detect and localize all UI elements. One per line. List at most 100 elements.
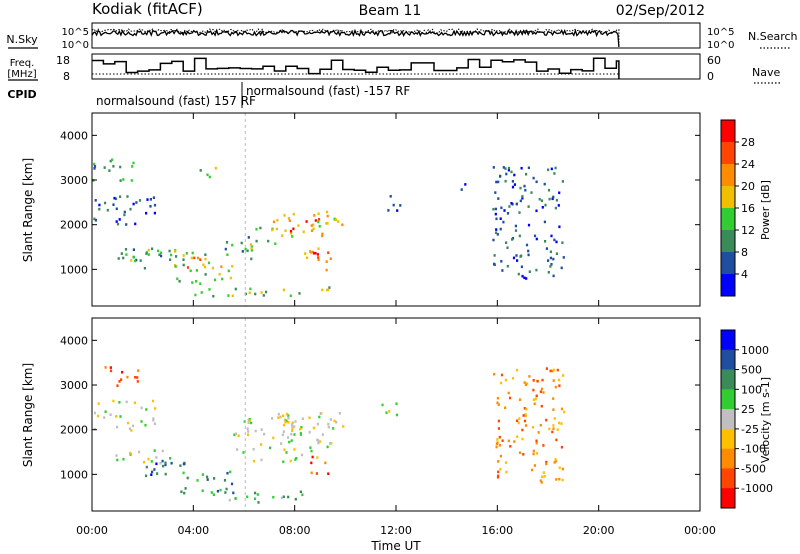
power-cell <box>561 241 564 244</box>
velocity-colorbar-cells <box>721 330 735 509</box>
velocity-cell <box>496 396 499 400</box>
power-cell <box>132 248 135 251</box>
velocity-cell <box>299 432 302 435</box>
velocity-cell <box>318 440 321 443</box>
velocity-cell <box>115 454 118 457</box>
power-cell <box>399 204 402 207</box>
velocity-cell <box>504 406 507 410</box>
power-cell <box>106 208 109 212</box>
power-cell <box>118 218 121 221</box>
velocity-cell <box>280 496 283 500</box>
nsearch-series-line <box>91 28 620 47</box>
x-tick-label: 00:00 <box>684 524 716 537</box>
power-cell <box>159 251 163 255</box>
power-cell <box>552 195 555 199</box>
freq-series-line <box>92 57 620 79</box>
velocity-cell <box>147 457 150 461</box>
power-cell <box>325 260 328 263</box>
velocity-cell <box>206 475 209 479</box>
velocity-cell <box>521 437 524 441</box>
power-cell <box>309 250 312 253</box>
colorbar-tick-label: 16 <box>741 202 755 215</box>
power-cell <box>93 165 97 168</box>
velocity-cell <box>282 495 285 499</box>
velocity-cell <box>535 441 538 445</box>
power-cell <box>328 286 331 289</box>
power-cell <box>555 198 558 202</box>
power-cell <box>185 252 188 255</box>
nsearch-label: N.Search <box>748 30 798 43</box>
power-cell <box>519 255 522 258</box>
velocity-cell <box>558 477 561 481</box>
power-cell <box>255 239 258 243</box>
velocity-cell <box>219 488 222 492</box>
power-cell <box>326 214 329 218</box>
velocity-cell <box>151 399 155 403</box>
y-tick-label: 2000 <box>60 424 88 437</box>
colorbar-tick-label: 500 <box>741 364 762 377</box>
power-cell <box>511 180 514 183</box>
power-cell <box>125 223 128 226</box>
power-cell <box>494 212 497 216</box>
power-cell <box>149 205 152 208</box>
velocity-cell <box>230 482 234 486</box>
velocity-cell <box>236 448 239 451</box>
velocity-cell <box>524 383 527 387</box>
velocity-cell <box>548 427 551 431</box>
power-cell <box>497 180 500 184</box>
velocity-cell <box>499 454 502 458</box>
power-cell <box>247 236 250 239</box>
velocity-cell <box>294 420 297 423</box>
power-cell <box>244 292 247 296</box>
velocity-cell <box>310 449 313 453</box>
velocity-cell <box>263 432 266 436</box>
date-title: 02/Sep/2012 <box>616 3 705 19</box>
velocity-cell <box>153 468 156 471</box>
colorbar-tick-label: 28 <box>741 136 755 149</box>
y-tick-label: 4000 <box>60 334 88 347</box>
power-cell <box>287 217 291 220</box>
velocity-cell <box>286 436 290 439</box>
velocity-cell <box>525 407 528 411</box>
power-cell <box>514 224 517 228</box>
power-cell <box>130 259 133 262</box>
power-cell <box>318 225 321 228</box>
colorbar-swatch <box>721 186 735 209</box>
power-cell <box>104 201 107 205</box>
velocity-cell <box>308 416 311 420</box>
velocity-cell <box>312 426 315 430</box>
velocity-cell <box>555 438 558 442</box>
power-cell <box>520 166 523 170</box>
velocity-cell <box>260 428 263 431</box>
velocity-cell <box>109 369 113 373</box>
velocity-cell <box>164 461 167 465</box>
power-cell <box>505 241 508 244</box>
power-cell <box>204 253 207 256</box>
power-cell <box>511 185 515 189</box>
velocity-cell <box>115 415 118 418</box>
velocity-cell <box>552 397 555 400</box>
power-cell <box>145 211 148 215</box>
velocity-cell <box>299 427 302 431</box>
power-cell <box>138 199 142 202</box>
velocity-cell <box>109 366 112 369</box>
power-y-axis-label: Slant Range [km] <box>21 158 35 262</box>
velocity-cell <box>290 432 293 436</box>
velocity-cell <box>256 493 259 496</box>
velocity-cell <box>317 441 320 445</box>
power-cell <box>528 270 531 273</box>
power-cell <box>527 205 530 208</box>
power-cell <box>502 220 505 224</box>
power-cell <box>249 287 252 291</box>
velocity-cell <box>254 429 257 433</box>
velocity-cell <box>518 398 522 401</box>
cpid-label-1: normalsound (fast) 157 RF <box>96 94 256 108</box>
colorbar-tick-label: 24 <box>741 158 755 171</box>
power-cell <box>540 199 543 202</box>
power-cell <box>93 167 96 170</box>
power-cell <box>516 259 519 262</box>
velocity-cell <box>183 491 186 495</box>
power-cell <box>240 241 243 245</box>
power-cell <box>325 268 328 272</box>
velocity-cell <box>558 421 561 425</box>
